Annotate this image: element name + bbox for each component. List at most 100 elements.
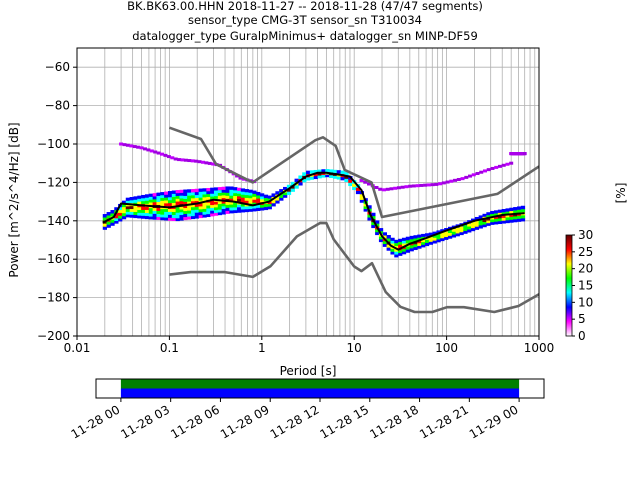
density-cell (160, 217, 165, 221)
density-cell (217, 211, 223, 216)
density-cell (187, 192, 192, 196)
density-cell (371, 215, 376, 220)
density-cell (217, 195, 223, 199)
density-cell (336, 176, 341, 180)
outlier-cell (426, 183, 431, 187)
density-cell (187, 210, 192, 214)
density-cell (121, 215, 127, 220)
density-cell (355, 187, 361, 191)
density-cell (179, 217, 184, 221)
density-cell (244, 191, 249, 196)
density-cell (436, 233, 441, 237)
density-cell (167, 193, 173, 198)
density-cell (313, 175, 318, 180)
density-cell (229, 192, 234, 196)
density-cell (248, 208, 253, 212)
density-cell (459, 228, 464, 233)
density-cell (229, 195, 234, 199)
density-cell (290, 188, 295, 192)
density-cell (175, 206, 180, 210)
density-cell (221, 211, 226, 215)
noise-model-line (169, 221, 539, 314)
density-cell (125, 200, 131, 204)
density-cell (175, 215, 180, 219)
density-cell (160, 203, 165, 207)
density-cell (164, 208, 169, 212)
density-cell (440, 237, 445, 242)
density-cell (279, 197, 284, 201)
density-cell (513, 207, 518, 211)
density-cell (164, 194, 169, 198)
density-cell (190, 203, 196, 208)
density-cell (283, 194, 288, 198)
density-cell (202, 202, 207, 207)
y-tick-label: −180 (37, 291, 70, 305)
density-cell (171, 193, 177, 197)
density-cell (137, 201, 142, 205)
density-cell (378, 236, 384, 240)
density-cell (137, 206, 142, 211)
outlier-cell (423, 183, 428, 187)
density-cell (375, 228, 380, 233)
density-cell (252, 202, 257, 206)
grid (76, 48, 539, 337)
outlier-cell (160, 152, 165, 156)
outlier-cell (475, 172, 480, 176)
density-cell (206, 208, 211, 212)
outlier-cell (490, 166, 495, 170)
density-cell (198, 206, 203, 210)
density-cell (141, 209, 146, 213)
density-cell (421, 244, 426, 248)
density-cell (470, 224, 476, 229)
density-cell (248, 195, 253, 199)
density-cell (505, 214, 510, 218)
outlier-cell (486, 168, 491, 172)
density-cell (267, 195, 272, 199)
density-cell (206, 190, 211, 195)
density-cell (474, 226, 480, 230)
density-cell (382, 235, 388, 239)
density-cell (137, 195, 142, 199)
outlier-cell (460, 177, 465, 181)
density-cell (497, 220, 503, 225)
outlier-cell (522, 152, 527, 156)
density-cell (202, 208, 207, 212)
density-cell (152, 193, 157, 197)
density-cell (183, 195, 188, 199)
density-cell (451, 234, 457, 238)
density-cell (490, 210, 495, 215)
density-cell (413, 235, 418, 239)
density-cell (348, 182, 353, 187)
density-cell (432, 234, 437, 238)
outlier-cell (482, 169, 487, 173)
density-cell (217, 206, 223, 210)
outlier-cell (170, 156, 175, 160)
density-cell (363, 203, 368, 207)
density-cell (352, 183, 357, 187)
density-cell (482, 219, 487, 223)
density-cell (340, 176, 345, 181)
density-cell (198, 208, 203, 213)
density-cell (390, 251, 395, 255)
density-cell (156, 216, 161, 220)
density-cell (421, 236, 426, 240)
density-cell (233, 209, 238, 214)
density-cell (286, 184, 292, 189)
density-cell (210, 196, 215, 200)
density-cell (106, 215, 111, 219)
density-cell (141, 200, 146, 205)
density-cell (213, 187, 219, 191)
density-cell (444, 236, 449, 240)
density-cell (225, 201, 230, 205)
density-cell (194, 206, 200, 210)
density-cell (156, 207, 161, 211)
density-cell (517, 209, 522, 213)
outlier-cell (438, 182, 443, 186)
density-cell (386, 235, 391, 239)
colorbar-tick-label: 30 (578, 228, 593, 242)
density-cell (129, 197, 134, 201)
density-cell (286, 191, 292, 195)
density-cell (260, 207, 265, 211)
outlier-cell (453, 178, 458, 182)
density-cell (213, 209, 219, 213)
